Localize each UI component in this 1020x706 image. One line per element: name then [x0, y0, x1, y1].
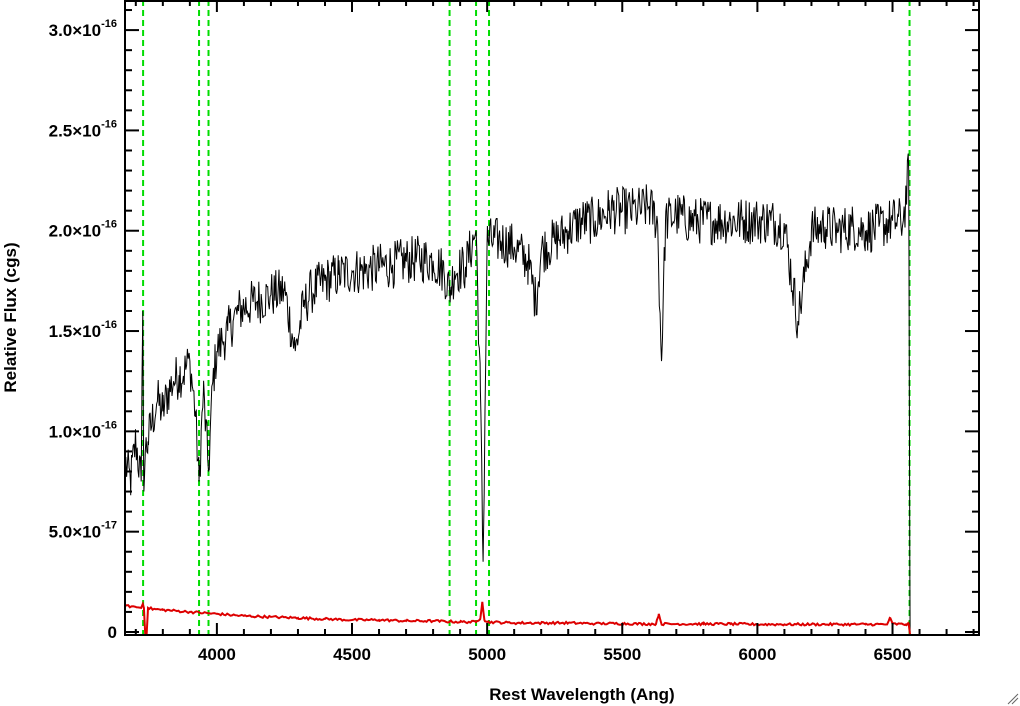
- emission-line-markers: [142, 0, 911, 635]
- x-tick-label: 5000: [468, 645, 506, 664]
- spectrum-series-1: [124, 600, 979, 636]
- y-tick-label: 1.0×10-16: [49, 419, 117, 441]
- axis-ticks: [125, 0, 979, 635]
- x-axis-label: Rest Wavelength (Ang): [489, 685, 674, 704]
- spectrum-series-0: [124, 153, 911, 633]
- plot-frame: [124, 0, 980, 636]
- y-axis-label: Relative Flux (cgs): [1, 242, 20, 392]
- x-tick-label: 4000: [198, 645, 236, 664]
- x-tick-label: 4500: [333, 645, 371, 664]
- y-tick-label: 0: [108, 623, 117, 642]
- x-tick-label: 6000: [738, 645, 776, 664]
- y-tick-label: 5.0×10-17: [49, 520, 117, 542]
- x-tick-label: 5500: [603, 645, 641, 664]
- resize-grip-icon[interactable]: [1007, 693, 1019, 705]
- spectrum-series: [124, 153, 979, 636]
- y-tick-labels: 0 5.0×10-17 1.0×10-16 1.5×10-16 2.0×10-16 2.5…: [49, 18, 117, 642]
- y-tick-label: 1.5×10-16: [49, 319, 117, 341]
- y-tick-label: 2.5×10-16: [49, 118, 117, 140]
- x-tick-label: 6500: [874, 645, 912, 664]
- y-tick-label: 2.0×10-16: [49, 219, 117, 241]
- y-tick-label: 3.0×10-16: [49, 18, 117, 40]
- x-tick-labels: 4000 4500 5000 5500 6000 6500: [198, 645, 911, 664]
